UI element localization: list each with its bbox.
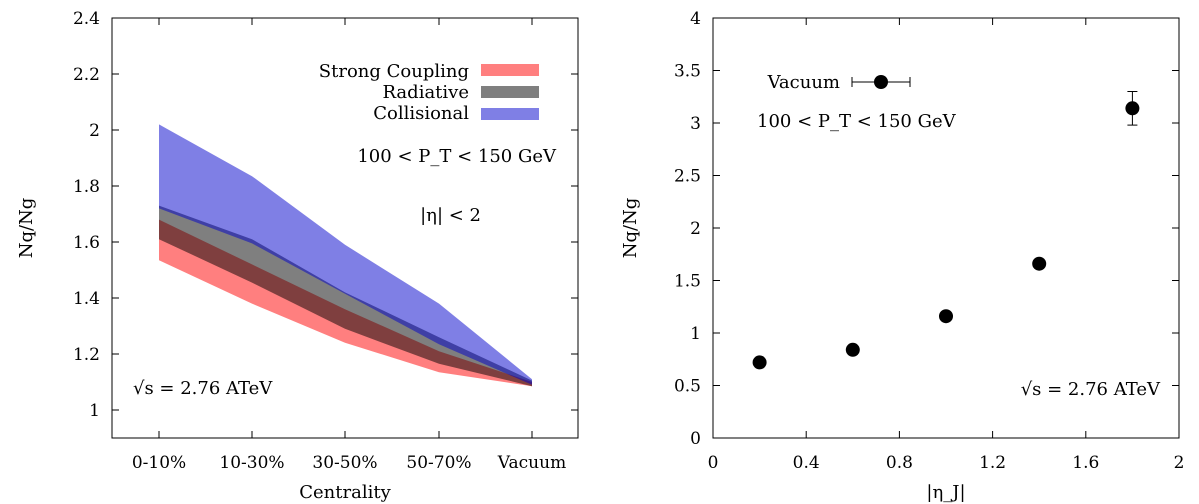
right-y-tick-label: 2.5 [674,167,701,187]
legend-swatch-radiative [481,86,539,98]
legend-swatch-collisional [481,108,539,120]
left-energy-annotation: √s = 2.76 ATeV [133,378,273,399]
left-y-tick-label: 1.2 [73,345,100,365]
data-point [1125,101,1140,116]
left-y-ticks: 1 1.2 1.4 1.6 1.8 2 2.2 2.4 [73,9,578,421]
right-y-tick-label: 4 [690,9,701,29]
left-x-tick-label: Vacuum [497,453,566,473]
left-x-ticks: 0-10% 10-30% 30-50% 50-70% Vacuum [132,18,566,473]
left-eta-annotation: |η| < 2 [420,205,481,226]
right-x-ticks: 0 0.4 0.8 1.2 1.6 2 [708,18,1185,473]
legend-label-collisional: Collisional [373,103,469,124]
left-y-tick-label: 2 [89,121,100,141]
right-y-tick-label: 3.5 [674,62,701,82]
right-pt-range-annotation: 100 < P_T < 150 GeV [757,111,957,132]
left-x-tick-label: 30-50% [312,453,377,473]
right-y-axis-title: Nq/Ng [620,198,641,259]
left-y-tick-label: 1 [89,401,100,421]
left-y-tick-label: 2.4 [73,9,100,29]
left-x-tick-label: 0-10% [132,453,186,473]
legend-vacuum-marker [874,75,888,89]
left-x-tick-label: 10-30% [219,453,284,473]
right-panel: 0 0.5 1 1.5 2 2.5 3 3.5 4 0 0.4 0.8 1.2 1.6 2 |η_J| N… [620,9,1184,503]
right-x-tick-label: 0 [708,453,719,473]
data-point [845,342,860,357]
band-collisional [159,124,532,385]
right-x-tick-label: 0.4 [793,453,820,473]
right-legend: Vacuum [767,72,911,93]
left-y-tick-label: 1.6 [73,233,100,253]
right-y-ticks: 0 0.5 1 1.5 2 2.5 3 3.5 4 [674,9,1179,449]
right-x-tick-label: 1.6 [1072,453,1099,473]
data-point [1032,256,1047,271]
right-x-tick-label: 1.2 [979,453,1006,473]
right-y-tick-label: 1 [690,324,701,344]
right-y-tick-label: 0 [690,429,701,449]
left-pt-range-annotation: 100 < P_T < 150 GeV [357,146,557,167]
left-x-tick-label: 50-70% [406,453,471,473]
left-legend: Strong Coupling Radiative Collisional [319,61,539,124]
data-point [752,355,767,370]
left-x-axis-title: Centrality [299,482,391,503]
legend-label-strong-coupling: Strong Coupling [319,61,469,82]
data-point [939,309,953,324]
left-bands [159,124,532,387]
right-energy-annotation: √s = 2.76 ATeV [1021,379,1161,400]
left-y-tick-label: 1.8 [73,177,100,197]
legend-label-vacuum: Vacuum [767,72,840,93]
right-y-tick-label: 1.5 [674,272,701,292]
right-x-tick-label: 0.8 [886,453,913,473]
left-y-axis-title: Nq/Ng [16,198,37,259]
left-panel: 1 1.2 1.4 1.6 1.8 2 2.2 2.4 0-10% 10-30% 30-50% 50… [16,9,579,503]
legend-swatch-strong-coupling [481,64,539,76]
right-y-tick-label: 3 [690,114,701,134]
left-y-tick-label: 1.4 [73,289,100,309]
right-data-points [752,91,1140,370]
right-x-tick-label: 2 [1174,453,1185,473]
left-y-tick-label: 2.2 [73,65,100,85]
right-y-tick-label: 0.5 [674,377,701,397]
right-x-axis-title: |η_J| [926,482,965,503]
legend-label-radiative: Radiative [382,82,469,103]
right-y-tick-label: 2 [690,219,701,239]
